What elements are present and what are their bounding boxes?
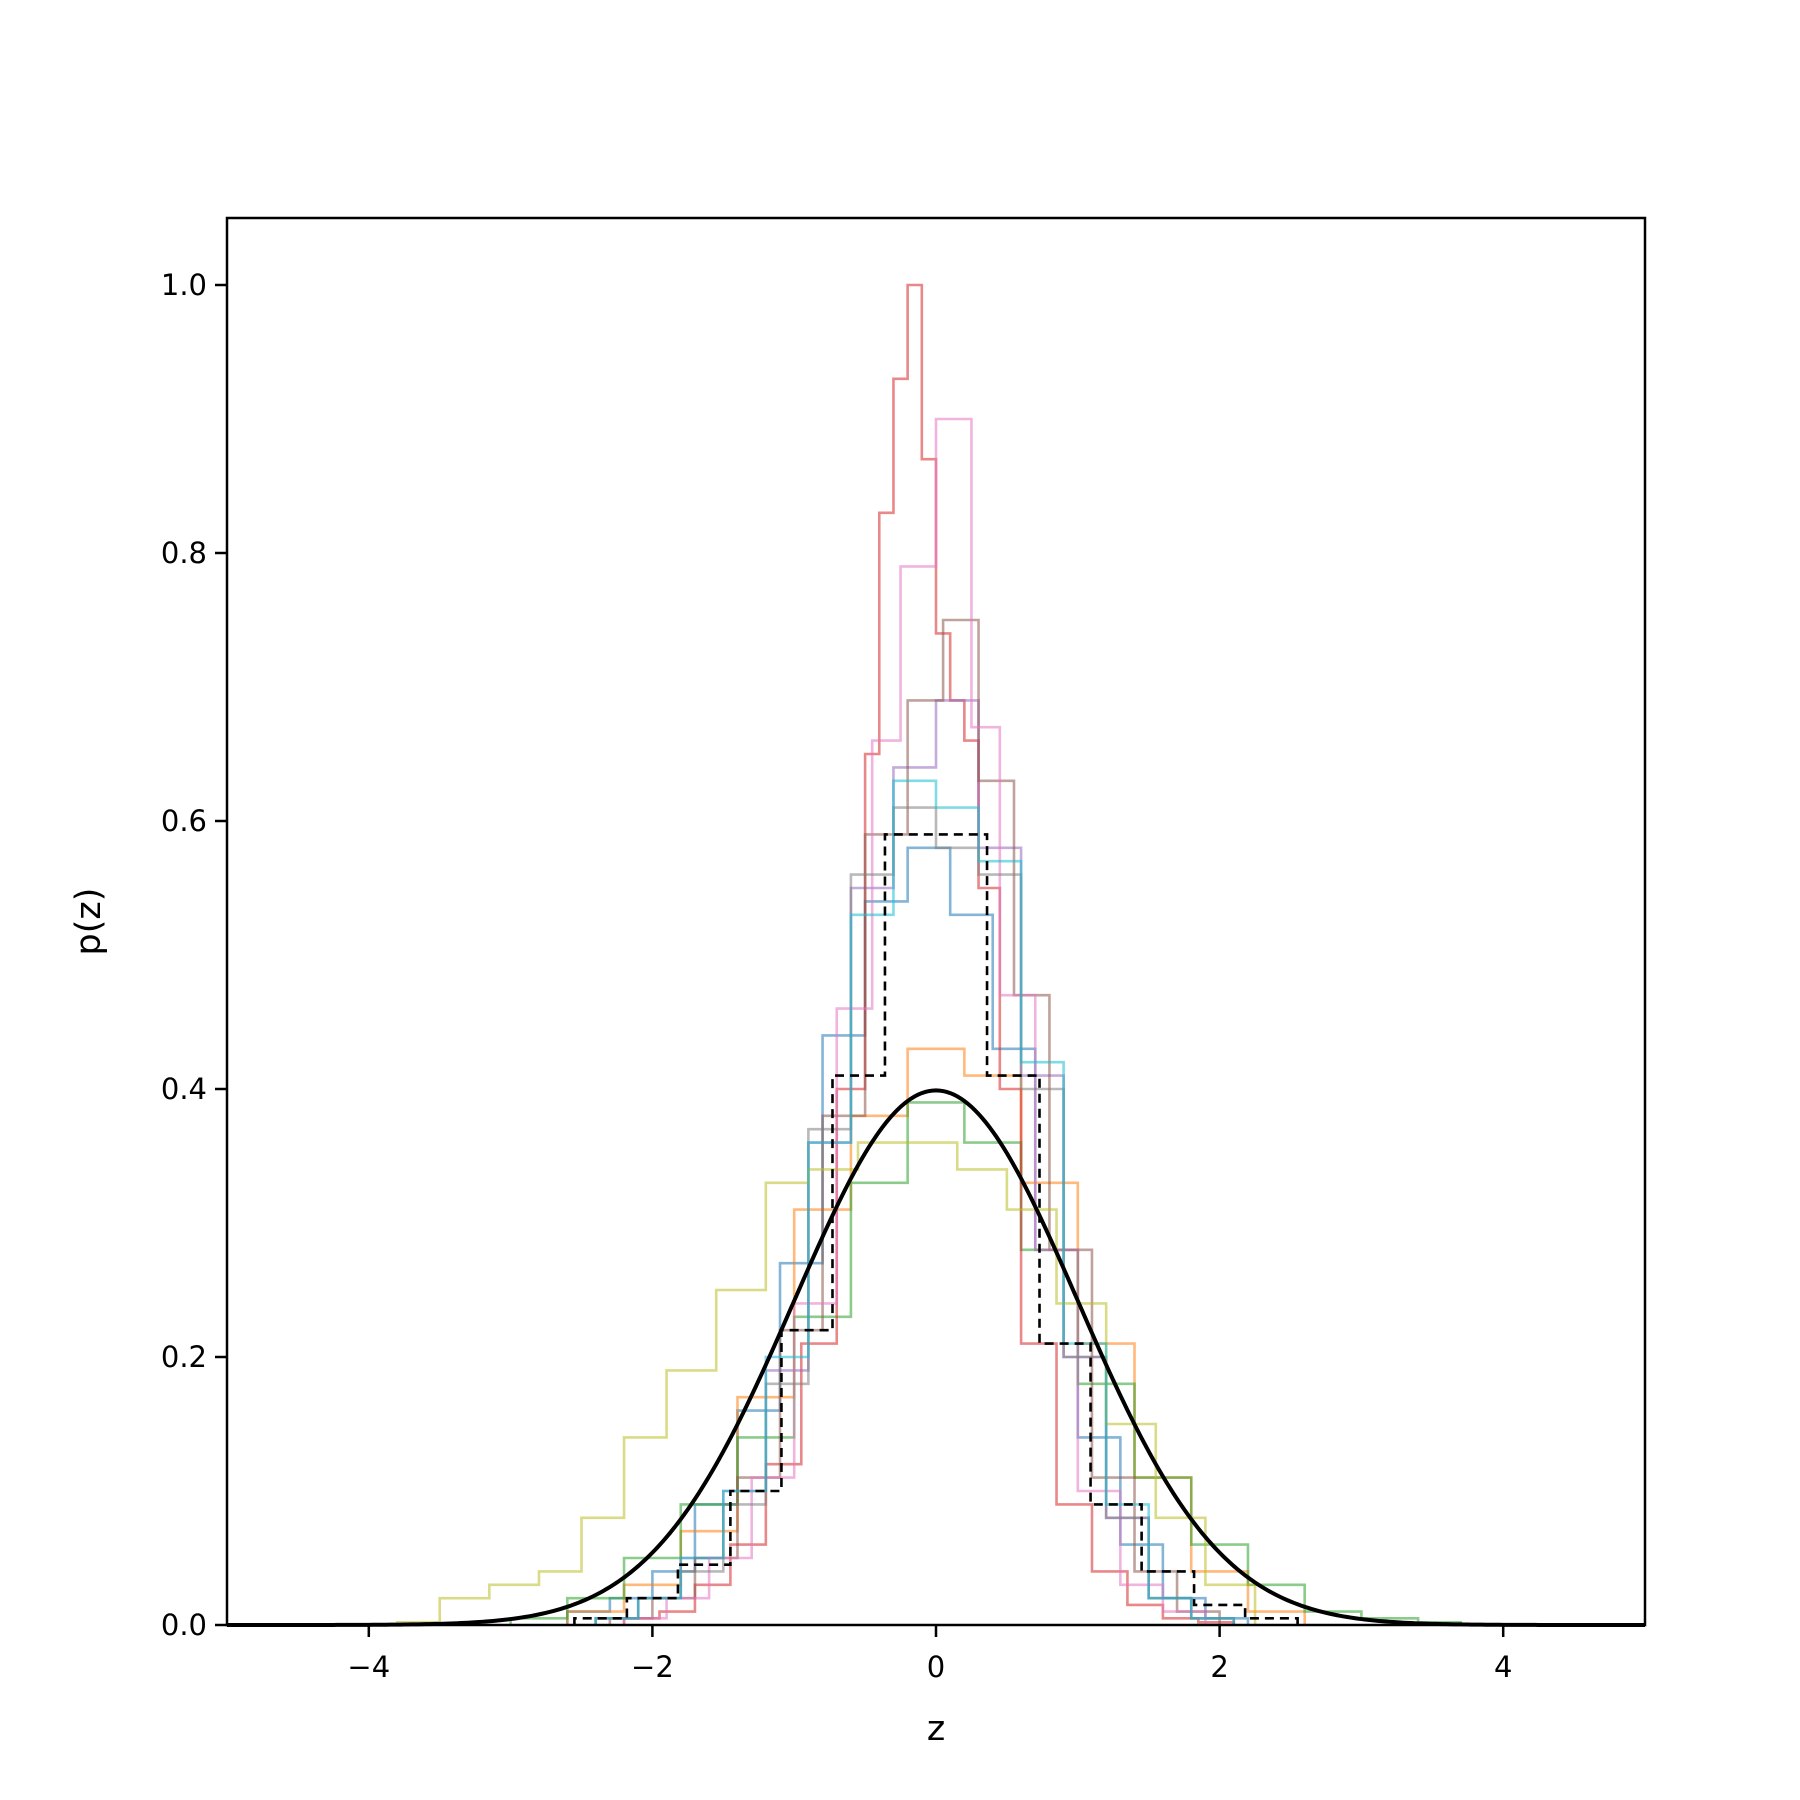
reference-curve-layer — [227, 1088, 1645, 1627]
y-tick-label: 0.0 — [161, 1608, 207, 1642]
y-tick-label: 0.2 — [161, 1340, 207, 1374]
x-tick-label: 2 — [1210, 1650, 1228, 1684]
normal-pdf-curve — [227, 1088, 1645, 1627]
x-tick-label: 0 — [927, 1650, 945, 1684]
histogram-series-4 — [622, 283, 1236, 1625]
y-tick-label: 0.6 — [161, 804, 207, 838]
x-tick-label: 4 — [1494, 1650, 1512, 1684]
mean-histogram — [573, 833, 1299, 1625]
y-axis: 0.0 0.2 0.4 0.6 0.8 1.0 — [161, 268, 227, 1642]
x-tick-label: −4 — [347, 1650, 390, 1684]
y-tick-label: 0.8 — [161, 536, 207, 570]
y-tick-label: 1.0 — [161, 268, 207, 302]
x-axis: −4 −2 0 2 4 — [347, 1625, 1512, 1684]
histogram-series-1 — [566, 846, 1250, 1625]
mean-histogram-layer — [573, 833, 1299, 1625]
x-tick-label: −2 — [631, 1650, 674, 1684]
y-axis-label: p(z) — [69, 888, 109, 956]
x-axis-label: z — [927, 1709, 945, 1749]
y-tick-label: 0.4 — [161, 1072, 207, 1106]
